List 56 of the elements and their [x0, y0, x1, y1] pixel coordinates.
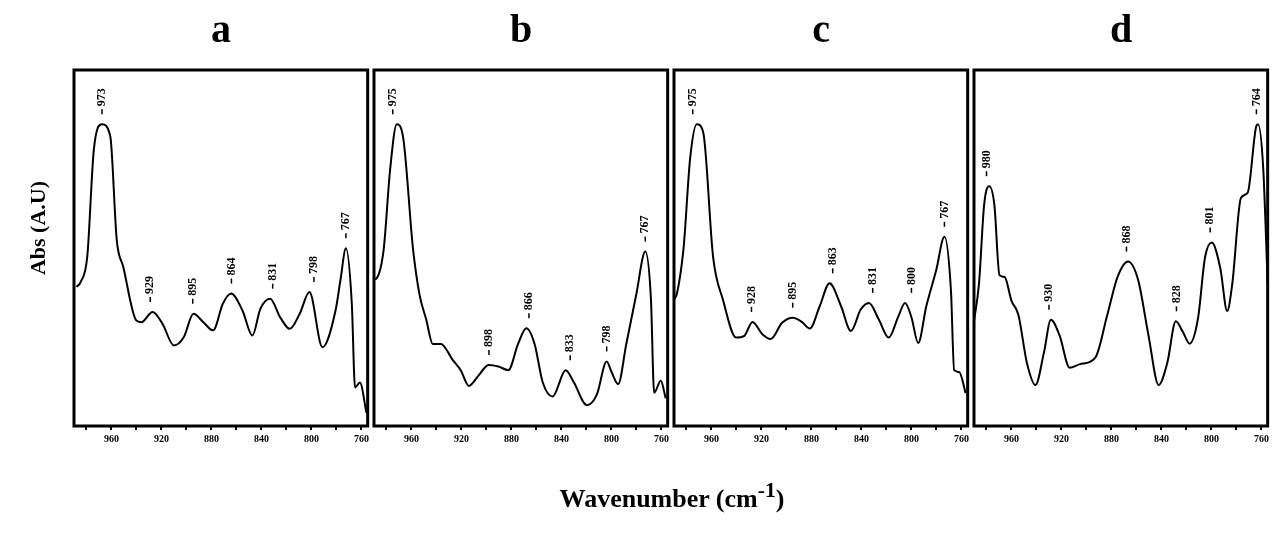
- annotation: 798: [306, 256, 321, 275]
- x-tick-label: 920: [1053, 432, 1069, 444]
- annotation: 800: [903, 266, 918, 285]
- annotation: 895: [784, 281, 799, 300]
- annotation: 929: [142, 275, 157, 294]
- x-tick-label: 960: [103, 432, 119, 444]
- annotation: 833: [562, 334, 577, 353]
- annotation: 928: [743, 285, 758, 304]
- annotation: 767: [637, 215, 652, 234]
- annotation: 828: [1168, 285, 1183, 304]
- x-tick-label: 760: [653, 432, 669, 444]
- annotation: 975: [684, 88, 699, 107]
- x-tick-label: 760: [953, 432, 969, 444]
- x-tick-label: 840: [853, 432, 869, 444]
- x-tick-label: 960: [703, 432, 719, 444]
- annotation: 930: [1041, 283, 1056, 302]
- annotation: 980: [978, 150, 993, 169]
- x-tick-label: 920: [753, 432, 769, 444]
- annotation: 973: [94, 88, 109, 107]
- x-tick-label: 920: [153, 432, 169, 444]
- x-tick-label: 760: [353, 432, 369, 444]
- annotation: 767: [936, 200, 951, 219]
- annotation: 866: [521, 292, 536, 311]
- y-axis-title: Abs (A.U): [25, 180, 51, 276]
- annotation: 801: [1202, 206, 1217, 225]
- x-tick-label: 960: [1003, 432, 1019, 444]
- chart-title: c: [812, 6, 830, 52]
- x-tick-label: 880: [203, 432, 219, 444]
- annotation: 764: [1248, 88, 1263, 107]
- x-tick-label: 920: [453, 432, 469, 444]
- x-tick-label: 800: [303, 432, 319, 444]
- x-tick-label: 880: [803, 432, 819, 444]
- chart-title: a: [211, 6, 231, 52]
- annotation: 831: [264, 262, 279, 281]
- x-tick-label: 800: [603, 432, 619, 444]
- annotation: 868: [1118, 225, 1133, 244]
- chart-title: d: [1109, 6, 1133, 52]
- x-tick-label: 800: [1203, 432, 1219, 444]
- annotation: 975: [384, 88, 399, 107]
- chart-title: b: [509, 6, 533, 52]
- x-tick-label: 840: [1153, 432, 1169, 444]
- x-tick-label: 840: [253, 432, 269, 444]
- annotation: 898: [481, 329, 496, 348]
- x-tick-label: 840: [553, 432, 569, 444]
- annotation: 767: [338, 212, 353, 231]
- x-tick-label: 960: [403, 432, 419, 444]
- x-tick-label: 800: [903, 432, 919, 444]
- annotation: 895: [184, 277, 199, 296]
- x-tick-label: 880: [1103, 432, 1119, 444]
- annotation: 831: [864, 266, 879, 285]
- x-tick-label: 760: [1253, 432, 1269, 444]
- x-tick-label: 880: [503, 432, 519, 444]
- annotation: 864: [223, 257, 238, 276]
- annotation: 863: [824, 247, 839, 266]
- x-axis-title: Wavenumber (cm$^{-1}$): [558, 478, 786, 514]
- annotation: 798: [598, 325, 613, 344]
